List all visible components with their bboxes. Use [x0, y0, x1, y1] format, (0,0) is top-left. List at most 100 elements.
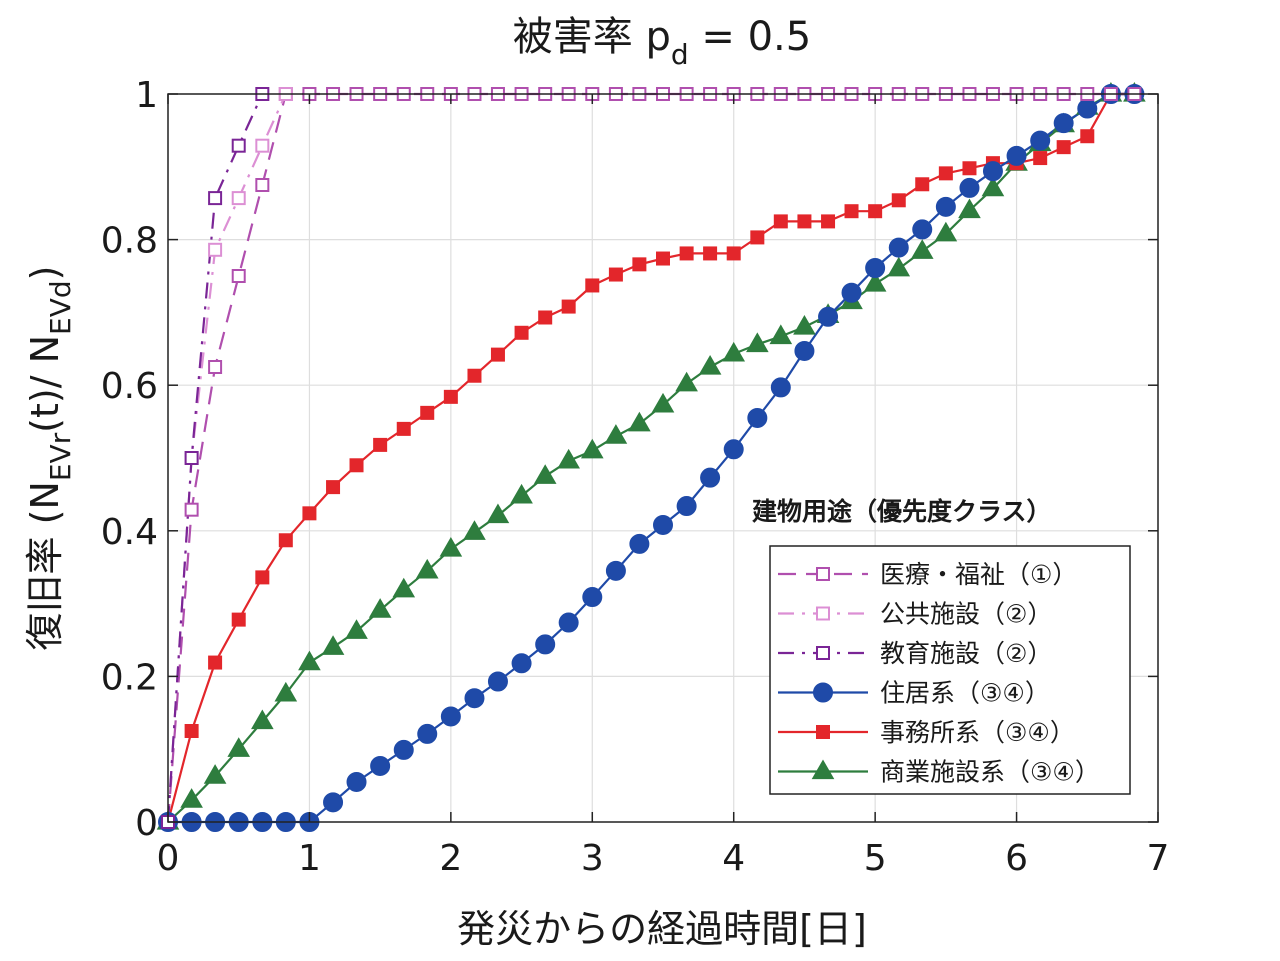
data-point [443, 389, 458, 404]
data-point [557, 448, 580, 469]
data-point [514, 325, 529, 340]
data-point [769, 324, 793, 345]
data-point [208, 191, 223, 206]
data-point [323, 792, 344, 813]
x-axis-label: 発災からの経過時間[日] [457, 907, 867, 951]
data-point [440, 706, 461, 727]
data-point [818, 306, 839, 327]
data-point [535, 634, 556, 655]
data-point [794, 340, 815, 361]
data-point [533, 464, 557, 484]
data-point [463, 520, 486, 540]
data-point [538, 310, 553, 325]
data-point [321, 635, 345, 655]
data-point [302, 506, 317, 521]
data-point [392, 577, 416, 598]
x-axis-ticks: 0 1 2 3 4 5 6 7 [157, 94, 1169, 879]
x-tick-label: 6 [1005, 838, 1028, 879]
x-tick-label: 4 [722, 838, 745, 879]
data-point [679, 246, 694, 261]
x-tick-label: 0 [157, 838, 180, 879]
data-point [934, 221, 958, 242]
data-point [982, 161, 1003, 182]
data-point [511, 653, 532, 674]
data-point [184, 451, 199, 465]
legend-entry-label: 公共施設（②） [880, 600, 1052, 629]
chart-title: 被害率 pd = 0.5 [513, 14, 811, 71]
data-point [651, 392, 675, 413]
data-point [608, 267, 623, 282]
legend-marker-1 [816, 606, 830, 621]
data-point [770, 377, 791, 398]
data-point [510, 483, 533, 504]
y-tick-label: 0 [135, 803, 158, 844]
data-point [255, 570, 270, 585]
data-point [251, 709, 274, 730]
y-tick-label: 0.4 [101, 512, 158, 553]
data-point [962, 161, 977, 176]
data-point [393, 739, 414, 760]
data-point [1080, 129, 1095, 144]
y-tick-label: 0.8 [101, 221, 158, 262]
data-point [1053, 113, 1074, 134]
data-point [184, 724, 199, 738]
series-line-2 [166, 93, 264, 823]
data-point [490, 347, 505, 362]
data-point [439, 536, 463, 557]
data-point [326, 480, 341, 495]
data-point [585, 278, 600, 293]
data-point [632, 257, 647, 272]
data-point [467, 368, 482, 383]
legend-entry-label: 住居系（③④） [880, 679, 1050, 708]
data-point [231, 269, 246, 283]
data-point [888, 237, 909, 258]
data-point [227, 737, 251, 757]
data-point [1006, 145, 1027, 166]
series-line-1 [166, 93, 287, 823]
data-point [868, 204, 883, 219]
data-point [676, 496, 697, 517]
data-point [912, 219, 933, 240]
series-markers [156, 81, 1146, 832]
data-point [274, 681, 298, 702]
y-axis-label: 復旧率 (NEVr(t)/ NEVd) [23, 265, 77, 650]
x-tick-label: 5 [864, 838, 887, 879]
data-point [255, 178, 270, 192]
y-tick-label: 0.2 [101, 657, 158, 698]
y-tick-label: 1 [135, 75, 158, 116]
data-point [793, 314, 816, 335]
data-point [726, 246, 741, 261]
x-tick-label: 2 [439, 838, 462, 879]
data-point [184, 502, 199, 517]
data-point [231, 612, 246, 627]
legend-entry-label: 商業施設系（③④） [880, 758, 1100, 787]
data-point [231, 191, 246, 206]
data-point [723, 439, 744, 460]
data-point [675, 371, 698, 392]
legend-entry-label: 事務所系（③④） [880, 718, 1075, 747]
data-point [1030, 130, 1051, 151]
legend-marker-4 [816, 725, 830, 739]
data-point [203, 764, 227, 784]
legend-marker-0 [816, 567, 830, 581]
data-point [700, 467, 721, 488]
data-point [396, 421, 411, 436]
data-point [180, 788, 203, 808]
data-point [910, 239, 934, 259]
data-point [653, 514, 673, 535]
legend-box [769, 545, 1131, 795]
legend-marker-2 [816, 646, 830, 660]
data-point [629, 533, 650, 554]
data-point [208, 360, 223, 374]
data-point [349, 458, 364, 473]
data-point [891, 193, 906, 208]
data-point [415, 558, 439, 579]
y-tick-label: 0.6 [101, 366, 158, 407]
data-point [298, 650, 321, 671]
data-point [887, 256, 911, 277]
data-point [255, 138, 270, 153]
data-point [841, 282, 862, 303]
data-point [698, 354, 722, 375]
data-point [558, 612, 579, 633]
